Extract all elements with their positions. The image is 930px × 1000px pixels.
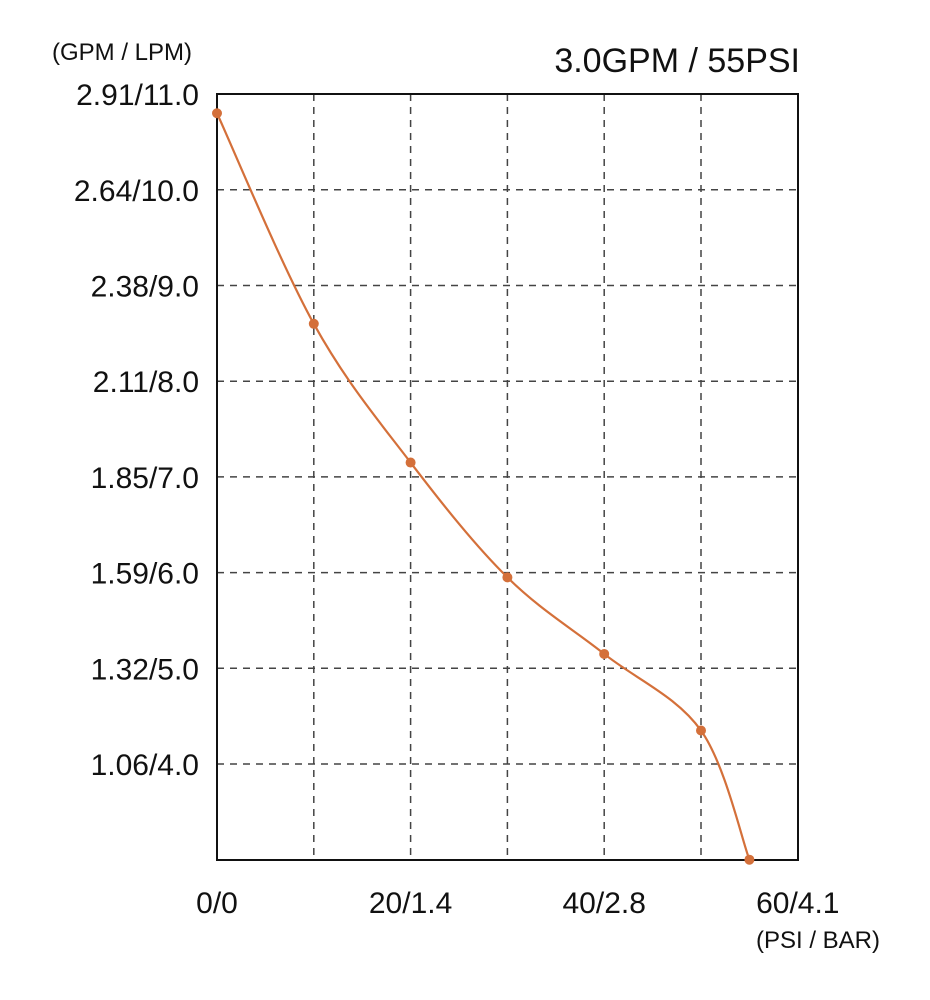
x-tick-label: 0/0: [196, 887, 238, 920]
data-point: [744, 854, 755, 865]
y-tick-label: 1.59/6.0: [91, 558, 199, 591]
chart-title: 3.0GPM / 55PSI: [554, 42, 800, 80]
data-point: [599, 648, 610, 659]
tick-labels: 0/0 20/1.4 40/2.8 60/4.1 2.91/11.0 2.64/10.0 2…: [74, 79, 840, 920]
data-point: [696, 725, 706, 736]
y-tick-label: 1.85/7.0: [91, 462, 199, 495]
data-point: [405, 457, 416, 468]
data-point: [212, 108, 222, 119]
data-point: [502, 572, 513, 583]
y-tick-label: 2.91/11.0: [76, 79, 199, 112]
data-point: [308, 318, 319, 329]
y-axis-label: (GPM / LPM): [52, 39, 192, 66]
y-tick-label: 1.32/5.0: [91, 653, 199, 686]
x-tick-label: 40/2.8: [562, 887, 645, 920]
series-line: [216, 112, 751, 861]
x-tick-label: 20/1.4: [369, 887, 452, 920]
y-tick-label: 2.64/10.0: [74, 175, 199, 208]
y-tick-label: 2.38/9.0: [91, 271, 199, 304]
x-tick-label: 60/4.1: [756, 887, 839, 920]
y-tick-label: 2.11/8.0: [93, 366, 199, 399]
series: [212, 108, 755, 865]
plot-frame: [216, 93, 799, 861]
x-axis-label: (PSI / BAR): [756, 927, 880, 954]
y-tick-label: 1.06/4.0: [91, 749, 199, 782]
